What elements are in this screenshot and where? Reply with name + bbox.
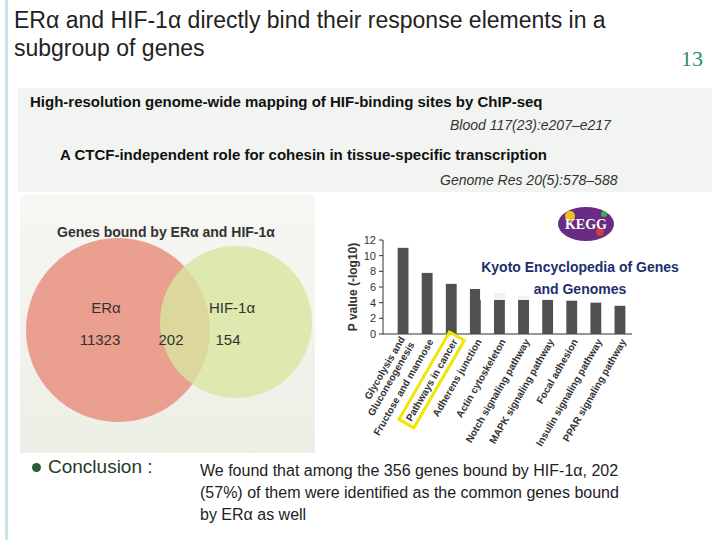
y-axis-label: P value (-log10) (346, 243, 360, 331)
venn-set-name: HIF-1α (209, 299, 256, 316)
y-tick-label: 4 (370, 297, 376, 309)
venn-set-value: 11323 (80, 331, 121, 348)
venn-circle (160, 246, 312, 398)
y-tick-label: 2 (370, 312, 376, 324)
bar (398, 248, 409, 334)
conclusion-label: Conclusion : (48, 456, 153, 478)
bullet (32, 463, 41, 472)
reference-title: High-resolution genome-wide mapping of H… (30, 93, 543, 110)
page-number: 13 (674, 44, 710, 74)
y-tick (379, 302, 383, 303)
y-tick-label: 12 (364, 234, 376, 246)
venn-set-name: ERα (91, 299, 121, 316)
slide-title: ERα and HIF-1α directly bind their respo… (14, 6, 704, 62)
y-tick (379, 287, 383, 288)
kegg-caption: Kyoto Encyclopedia of Genes and Genomes (480, 256, 680, 300)
y-tick (379, 318, 383, 319)
y-tick-label: 6 (370, 281, 376, 293)
reference-title: A CTCF-independent role for cohesin in t… (60, 146, 547, 163)
kegg-logo: KEGG (558, 207, 614, 241)
y-tick-label: 10 (364, 250, 376, 262)
bar (518, 296, 529, 334)
y-tick (379, 240, 383, 241)
reference-citation: Genome Res 20(5):578–588 (440, 172, 617, 188)
y-axis (383, 240, 384, 334)
logo-text: KEGG (565, 217, 607, 232)
reference-citation: Blood 117(23):e207–e217 (450, 117, 611, 133)
y-tick (379, 334, 383, 335)
y-tick (379, 255, 383, 256)
conclusion-text: We found that among the 356 genes bound … (200, 460, 630, 526)
bar (422, 273, 433, 334)
x-tick-label-line: PPAR signaling pathway (561, 337, 629, 444)
y-tick-label: 8 (370, 265, 376, 277)
y-tick (379, 271, 383, 272)
venn-intersection-value: 202 (158, 331, 183, 348)
logo-blob (558, 207, 614, 241)
y-tick-label: 0 (370, 328, 376, 340)
bar (615, 306, 626, 334)
edge-line (5, 0, 8, 540)
venn-title: Genes bound by ERα and HIF-1α (57, 224, 275, 240)
bar (590, 303, 601, 334)
venn-set-value: 154 (215, 331, 240, 348)
venn-panel (20, 195, 315, 453)
bar (446, 284, 457, 334)
bar (566, 301, 577, 334)
x-tick-label: PPAR signaling pathway (561, 337, 629, 444)
bar (542, 299, 553, 334)
x-label-group: PPAR signaling pathway (561, 337, 629, 444)
